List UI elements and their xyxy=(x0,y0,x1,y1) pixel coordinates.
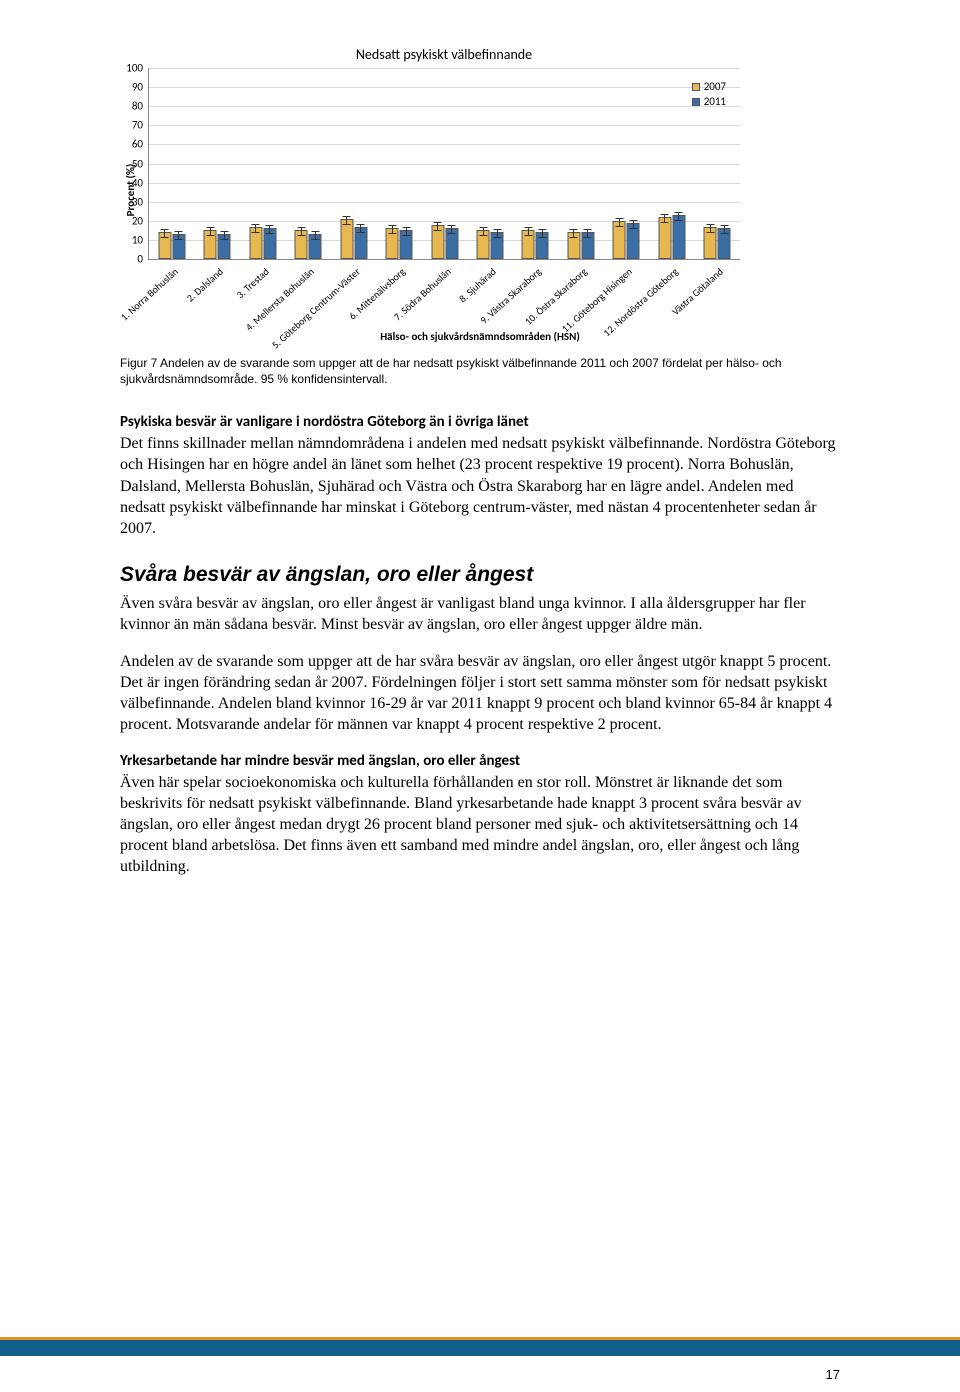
ytick-label: 70 xyxy=(132,119,149,132)
legend-label: 2011 xyxy=(704,95,726,108)
body-paragraph: Andelen av de svarande som uppger att de… xyxy=(120,651,840,735)
xtick-label: 2. Dalsland xyxy=(184,265,226,305)
bar xyxy=(295,230,308,259)
bar xyxy=(218,234,231,259)
footer-band xyxy=(0,1340,960,1356)
legend-label: 2007 xyxy=(704,80,726,93)
bar xyxy=(309,234,322,259)
bar xyxy=(400,230,413,259)
legend-item: 2011 xyxy=(692,95,726,108)
ytick-label: 100 xyxy=(126,62,149,75)
ytick-label: 50 xyxy=(132,157,149,170)
bar xyxy=(704,227,717,259)
body-paragraph: Det finns skillnader mellan nämndområden… xyxy=(120,433,840,539)
body-paragraph: Även svåra besvär av ängslan, oro eller … xyxy=(120,593,840,635)
bar xyxy=(477,230,490,259)
xtick-label: 3. Trestad xyxy=(233,265,271,301)
bar xyxy=(718,228,731,259)
chart-xaxis-label: Hälso- och sjukvårdsnämndsområden (HSN) xyxy=(120,330,840,343)
ytick-label: 0 xyxy=(137,253,149,266)
xtick-label: 1. Norra Bohuslän xyxy=(118,265,181,323)
bar xyxy=(672,215,685,259)
figure-caption: Figur 7 Andelen av de svarande som uppge… xyxy=(120,355,840,387)
bar xyxy=(386,228,399,259)
bar xyxy=(431,225,444,259)
ytick-label: 40 xyxy=(132,176,149,189)
bar xyxy=(581,232,594,259)
bar xyxy=(249,227,262,259)
section-heading: Svåra besvär av ängslan, oro eller ånges… xyxy=(120,563,840,587)
chart-legend: 2007 2011 xyxy=(692,80,726,110)
chart-plot: 01020304050607080901001. Norra Bohuslän2… xyxy=(148,68,740,260)
bar xyxy=(522,230,535,259)
bar xyxy=(158,232,171,259)
bar xyxy=(263,228,276,259)
ytick-label: 90 xyxy=(132,81,149,94)
bar xyxy=(658,217,671,259)
body-paragraph: Även här spelar socioekonomiska och kult… xyxy=(120,772,840,878)
chart-figure: Nedsatt psykiskt välbefinnande Procent (… xyxy=(120,40,840,353)
subheading: Yrkesarbetande har mindre besvär med äng… xyxy=(120,752,840,770)
xtick-label: 8. Sjuhärad xyxy=(456,265,498,305)
bar xyxy=(491,232,504,259)
bar xyxy=(536,232,549,259)
chart-title: Nedsatt psykiskt välbefinnande xyxy=(148,46,740,63)
legend-item: 2007 xyxy=(692,80,726,93)
ytick-label: 30 xyxy=(132,195,149,208)
ytick-label: 20 xyxy=(132,214,149,227)
bar xyxy=(613,221,626,259)
ytick-label: 60 xyxy=(132,138,149,151)
bar xyxy=(567,232,580,259)
bar xyxy=(172,234,185,259)
ytick-label: 80 xyxy=(132,100,149,113)
chart-ylabel: Procent (%) xyxy=(124,164,137,217)
page-number: 17 xyxy=(826,1367,840,1382)
bar xyxy=(204,230,217,259)
bar xyxy=(627,223,640,259)
bar xyxy=(340,219,353,259)
bar xyxy=(354,227,367,259)
ytick-label: 10 xyxy=(132,233,149,246)
bar xyxy=(445,228,458,259)
subheading: Psykiska besvär är vanligare i nordöstra… xyxy=(120,413,840,431)
